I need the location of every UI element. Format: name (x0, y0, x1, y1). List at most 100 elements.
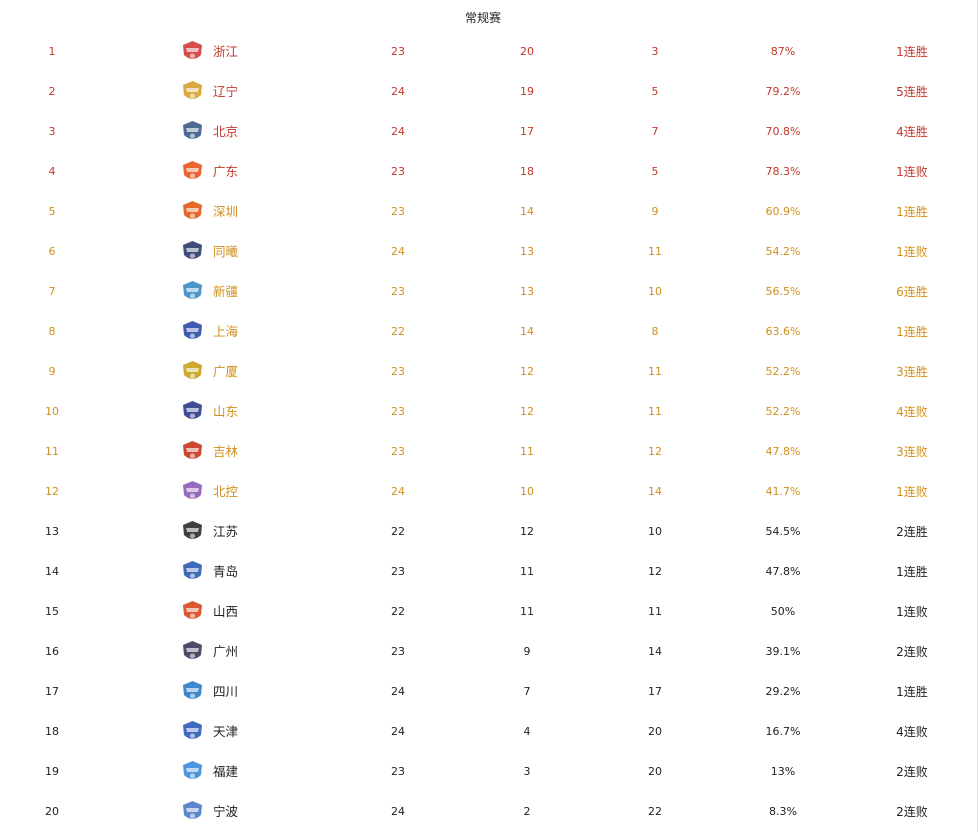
streak-cell: 1连胜 (896, 325, 928, 339)
shanxi-logo-icon (180, 600, 205, 624)
games-played: 24 (391, 805, 405, 818)
wins-cell: 11 (520, 605, 534, 618)
losses-cell: 17 (648, 685, 662, 698)
shandong-logo-icon (180, 400, 205, 424)
wins-cell: 7 (523, 685, 531, 698)
team-logo-cell (180, 392, 206, 432)
rank-cell: 9 (48, 365, 56, 378)
rank-cell: 16 (45, 645, 59, 658)
guangsha-logo-icon (180, 360, 205, 384)
games-played: 23 (391, 45, 405, 58)
streak-cell: 2连败 (896, 805, 928, 819)
team-name: 青岛 (213, 564, 239, 579)
losses-cell: 10 (648, 525, 662, 538)
team-logo-cell (180, 272, 206, 312)
team-name: 北京 (213, 124, 239, 139)
losses-cell: 9 (651, 205, 659, 218)
win-pct-cell: 52.2% (765, 405, 801, 418)
table-row: 6 同曦 24 13 11 54.2% 1连败 (0, 232, 966, 272)
win-pct-cell: 87% (770, 45, 796, 58)
losses-cell: 5 (651, 165, 659, 178)
streak-cell: 4连败 (896, 405, 928, 419)
win-pct-cell: 79.2% (765, 85, 801, 98)
games-played: 24 (391, 85, 405, 98)
rank-cell: 7 (48, 285, 56, 298)
win-pct-cell: 50% (770, 605, 796, 618)
rank-cell: 4 (48, 165, 56, 178)
win-pct-cell: 47.8% (765, 565, 801, 578)
tianjin-logo-icon (180, 720, 205, 744)
shanghai-logo-icon (180, 320, 205, 344)
streak-cell: 1连胜 (896, 565, 928, 579)
table-row: 3 北京 24 17 7 70.8% 4连胜 (0, 112, 966, 152)
losses-cell: 20 (648, 725, 662, 738)
team-name: 上海 (213, 324, 239, 339)
team-logo-cell (180, 592, 206, 632)
wins-cell: 11 (520, 565, 534, 578)
team-logo-cell (180, 672, 206, 712)
rank-cell: 11 (45, 445, 59, 458)
rank-cell: 3 (48, 125, 56, 138)
losses-cell: 12 (648, 565, 662, 578)
rank-cell: 6 (48, 245, 56, 258)
guangdong-logo-icon (180, 160, 205, 184)
beijing-logo-icon (180, 120, 205, 144)
losses-cell: 20 (648, 765, 662, 778)
wins-cell: 4 (523, 725, 531, 738)
table-row: 13 江苏 22 12 10 54.5% 2连胜 (0, 512, 966, 552)
team-name: 江苏 (213, 524, 239, 539)
team-logo-cell (180, 752, 206, 792)
losses-cell: 8 (651, 325, 659, 338)
table-row: 16 广州 23 9 14 39.1% 2连败 (0, 632, 966, 672)
table-row: 10 山东 23 12 11 52.2% 4连败 (0, 392, 966, 432)
losses-cell: 11 (648, 605, 662, 618)
rank-cell: 20 (45, 805, 59, 818)
win-pct-cell: 63.6% (765, 325, 801, 338)
table-row: 9 广厦 23 12 11 52.2% 3连胜 (0, 352, 966, 392)
team-logo-cell (180, 472, 206, 512)
team-logo-cell (180, 432, 206, 472)
liaoning-logo-icon (180, 80, 205, 104)
sichuan-logo-icon (180, 680, 205, 704)
games-played: 22 (391, 605, 405, 618)
streak-cell: 5连胜 (896, 85, 928, 99)
games-played: 24 (391, 245, 405, 258)
team-name: 辽宁 (213, 84, 239, 99)
team-name: 山东 (213, 404, 239, 419)
team-logo-cell (180, 32, 206, 72)
fujian-logo-icon (180, 760, 205, 784)
wins-cell: 11 (520, 445, 534, 458)
rank-cell: 19 (45, 765, 59, 778)
games-played: 23 (391, 445, 405, 458)
games-played: 23 (391, 565, 405, 578)
team-name: 浙江 (213, 44, 239, 59)
streak-cell: 1连胜 (896, 45, 928, 59)
team-name: 四川 (213, 684, 239, 699)
streak-cell: 3连胜 (896, 365, 928, 379)
win-pct-cell: 16.7% (765, 725, 801, 738)
beikong-logo-icon (180, 480, 205, 504)
wins-cell: 18 (520, 165, 534, 178)
rank-cell: 14 (45, 565, 59, 578)
team-logo-cell (180, 72, 206, 112)
games-played: 23 (391, 645, 405, 658)
win-pct-cell: 47.8% (765, 445, 801, 458)
table-row: 8 上海 22 14 8 63.6% 1连胜 (0, 312, 966, 352)
rank-cell: 18 (45, 725, 59, 738)
losses-cell: 22 (648, 805, 662, 818)
standings-table: 1 浙江 23 20 3 87% 1连胜 2 辽宁 24 19 5 79.2% 5连胜 3 北京 24 17 7 70… (0, 32, 966, 832)
team-name: 新疆 (213, 284, 239, 299)
team-logo-cell (180, 232, 206, 272)
wins-cell: 20 (520, 45, 534, 58)
page-border (977, 0, 978, 832)
table-row: 17 四川 24 7 17 29.2% 1连胜 (0, 672, 966, 712)
wins-cell: 12 (520, 525, 534, 538)
table-row: 4 广东 23 18 5 78.3% 1连败 (0, 152, 966, 192)
games-played: 22 (391, 325, 405, 338)
wins-cell: 17 (520, 125, 534, 138)
losses-cell: 14 (648, 485, 662, 498)
team-logo-cell (180, 632, 206, 672)
ningbo-logo-icon (180, 800, 205, 824)
team-name: 山西 (213, 604, 239, 619)
shenzhen-logo-icon (180, 200, 205, 224)
